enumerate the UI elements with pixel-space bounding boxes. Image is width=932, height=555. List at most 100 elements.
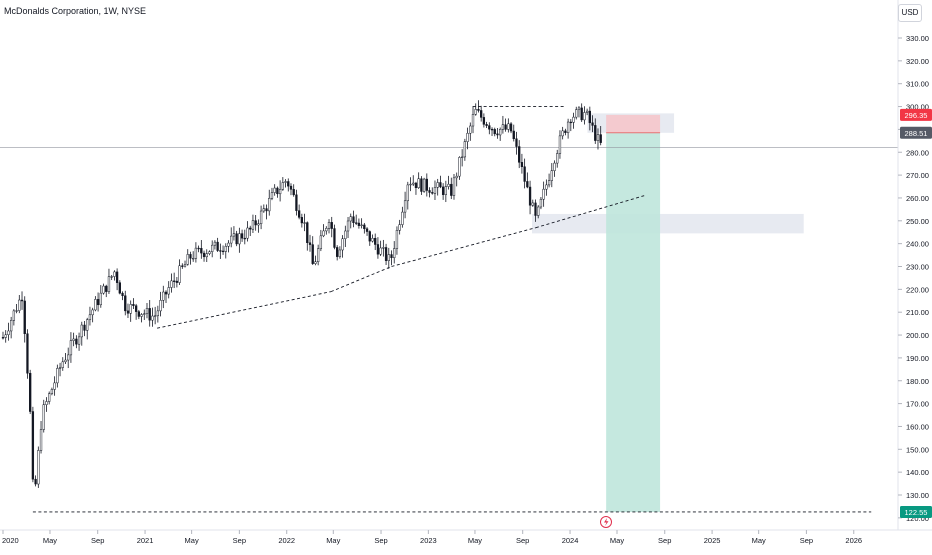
candle-body [75, 338, 78, 345]
candle-body [295, 194, 298, 211]
candle-body [458, 157, 461, 177]
candle-body [118, 282, 121, 294]
candle-body [164, 291, 168, 295]
candle-body [278, 189, 282, 195]
symbol-title: McDonalds Corporation, 1W, NYSE [4, 6, 147, 16]
candle-body [273, 187, 276, 193]
candle-body [558, 135, 562, 154]
profit-target-zone[interactable] [606, 132, 661, 513]
stop-loss-zone[interactable] [606, 114, 661, 133]
candle-body [259, 210, 263, 224]
candle-body [352, 216, 355, 223]
x-tick-label: May [610, 536, 624, 545]
currency-button[interactable]: USD [898, 4, 922, 22]
candle-body [542, 188, 545, 200]
candle-body [64, 359, 67, 363]
candle-body [447, 183, 450, 187]
candle-body [183, 263, 187, 267]
candle-body [50, 389, 54, 394]
candle-body [596, 134, 600, 141]
candle-body [77, 336, 81, 345]
candle-body [121, 292, 124, 296]
candle-body [509, 123, 513, 132]
candle-body [376, 244, 380, 255]
trendline[interactable] [156, 291, 332, 329]
candle-body [102, 285, 105, 294]
price-label: 296.35 [905, 111, 928, 120]
candle-body [162, 291, 165, 301]
candle-body [341, 238, 344, 251]
candle-body [436, 182, 439, 188]
candle-body [246, 227, 249, 239]
x-tick-label: 2021 [137, 536, 154, 545]
candle-body [300, 217, 304, 224]
trendline[interactable] [535, 195, 645, 229]
candle-body [325, 228, 328, 232]
candle-body [360, 224, 363, 226]
candle-body [515, 138, 518, 147]
candle-body [178, 265, 181, 283]
candle-body [371, 237, 374, 242]
candle-body [58, 367, 62, 369]
candle-body [249, 227, 252, 230]
x-tick-label: 2024 [562, 536, 579, 545]
candle-body [56, 368, 59, 384]
candle-body [493, 129, 496, 135]
candle-body [45, 401, 48, 405]
candle-body [292, 189, 295, 196]
x-tick-label: 2022 [278, 536, 295, 545]
candle-body [235, 233, 238, 245]
y-tick-label: 170.00 [906, 400, 929, 409]
candle-body [29, 372, 32, 412]
candle-body [469, 125, 472, 134]
y-tick-label: 210.00 [906, 308, 929, 317]
candle-body [303, 222, 306, 224]
candle-body [10, 320, 13, 332]
zone-rectangle[interactable] [532, 213, 804, 234]
candle-body [441, 186, 445, 195]
candle-body [395, 230, 399, 249]
candle-body [357, 222, 361, 226]
y-tick-label: 330.00 [906, 34, 929, 43]
candle-body [276, 187, 279, 195]
x-tick-label: Sep [516, 536, 529, 545]
candle-body [12, 310, 16, 321]
candle-body [132, 304, 135, 306]
candle-body [148, 308, 151, 321]
candle-body [471, 113, 475, 127]
candle-body [403, 200, 407, 213]
candle-body [216, 241, 219, 251]
candle-body [18, 299, 21, 311]
y-tick-label: 260.00 [906, 194, 929, 203]
x-tick-label: May [185, 536, 199, 545]
candle-body [480, 110, 483, 118]
candle-body [384, 247, 388, 261]
candle-body [583, 112, 586, 121]
y-tick-label: 270.00 [906, 171, 929, 180]
candle-body [156, 310, 160, 317]
candle-body [270, 192, 274, 199]
candle-body [336, 247, 339, 257]
y-tick-label: 240.00 [906, 240, 929, 249]
candle-body [433, 187, 437, 194]
candle-body [94, 299, 97, 311]
candle-body [477, 109, 480, 111]
candle-body [37, 450, 40, 485]
candle-body [412, 182, 415, 185]
candle-body [254, 220, 257, 226]
candle-body [145, 308, 149, 314]
event-flag-icon[interactable] [600, 516, 612, 528]
candle-body [39, 429, 43, 451]
trendline[interactable] [391, 227, 537, 267]
candle-body [330, 222, 333, 229]
y-tick-label: 220.00 [906, 285, 929, 294]
candle-body [512, 130, 515, 140]
candle-body [205, 253, 208, 258]
candle-body [414, 182, 418, 188]
candle-body [86, 319, 89, 331]
candle-body [153, 315, 157, 317]
candle-body [398, 224, 401, 231]
candle-body [173, 280, 176, 282]
